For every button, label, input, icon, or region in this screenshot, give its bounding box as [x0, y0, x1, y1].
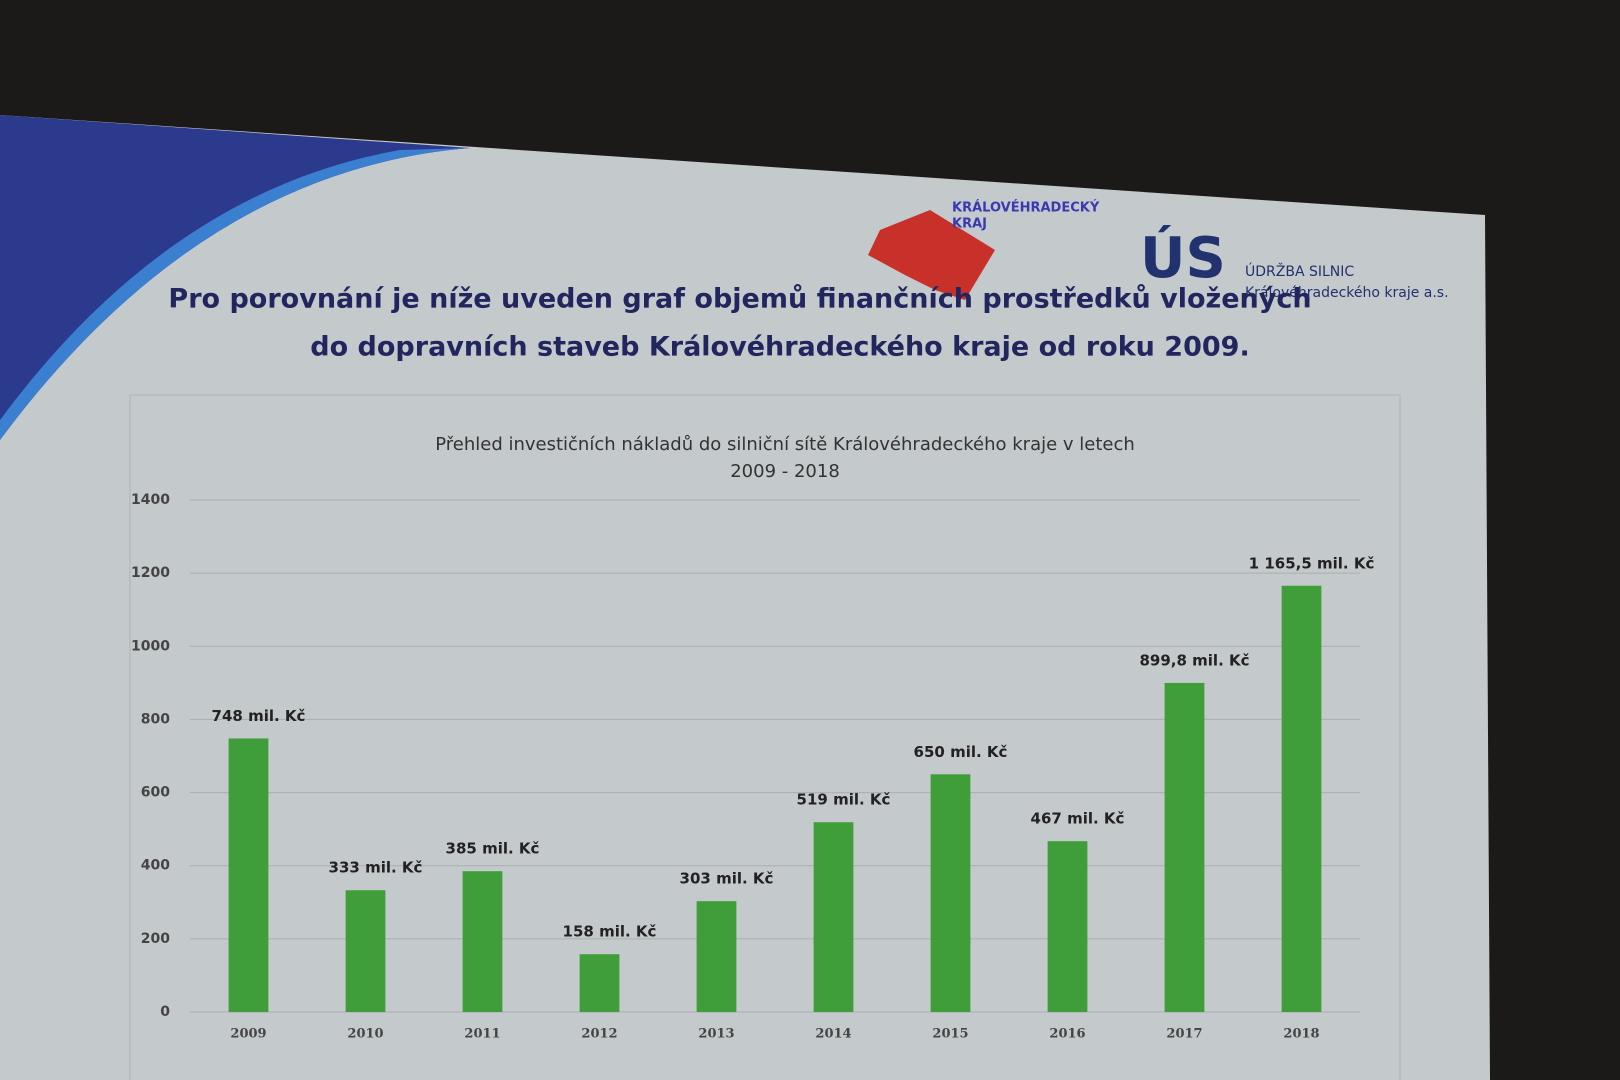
- us-logo-mark: ÚS: [1140, 226, 1226, 291]
- bar: [228, 738, 269, 1012]
- value-label: 333 mil. Kč: [329, 859, 423, 877]
- region-logo-shape: [868, 210, 995, 300]
- value-label: 385 mil. Kč: [446, 840, 540, 858]
- bar: [1281, 585, 1322, 1012]
- headline: do dopravních staveb Královéhradeckého k…: [310, 332, 1249, 363]
- y-tick-label: 400: [141, 858, 170, 874]
- chart-title: Přehled investičních nákladů do silniční…: [435, 434, 1135, 455]
- value-label: 519 mil. Kč: [797, 791, 891, 809]
- y-tick-label: 1000: [131, 638, 170, 654]
- value-label: 650 mil. Kč: [914, 743, 1008, 761]
- headline: Pro porovnání je níže uveden graf objemů…: [168, 284, 1311, 315]
- value-label: 158 mil. Kč: [563, 923, 657, 941]
- bar: [1164, 682, 1205, 1012]
- bar: [813, 822, 854, 1012]
- bar: [696, 901, 737, 1012]
- region-logo-text: KRÁLOVÉHRADECKÝ: [952, 200, 1100, 216]
- x-tick-label: 2016: [1049, 1027, 1085, 1042]
- region-logo-text: KRAJ: [952, 217, 987, 232]
- x-tick-label: 2015: [932, 1027, 968, 1042]
- value-label: 303 mil. Kč: [680, 870, 774, 888]
- bar: [579, 954, 620, 1012]
- x-tick-label: 2013: [698, 1027, 734, 1042]
- x-tick-label: 2009: [230, 1027, 266, 1042]
- value-label: 748 mil. Kč: [212, 707, 306, 725]
- y-tick-label: 1200: [131, 565, 170, 581]
- chart-title: 2009 - 2018: [730, 461, 840, 482]
- slide: [0, 115, 1490, 1080]
- bar: [1047, 841, 1088, 1012]
- x-tick-label: 2012: [581, 1027, 617, 1042]
- y-tick-label: 0: [160, 1004, 170, 1020]
- us-logo-text: ÚDRŽBA SILNIC: [1245, 262, 1354, 280]
- y-tick-label: 600: [141, 785, 170, 801]
- value-label: 467 mil. Kč: [1031, 810, 1125, 828]
- value-label: 1 165,5 mil. Kč: [1249, 554, 1375, 572]
- bar: [345, 890, 386, 1012]
- y-tick-label: 200: [141, 931, 170, 947]
- x-tick-label: 2010: [347, 1027, 383, 1042]
- x-tick-label: 2018: [1283, 1027, 1319, 1042]
- x-tick-label: 2011: [464, 1027, 500, 1042]
- y-tick-label: 1400: [131, 492, 170, 508]
- chart-frame: [129, 394, 1401, 1080]
- y-tick-label: 800: [141, 711, 170, 727]
- slide-arc: [0, 115, 470, 440]
- x-tick-label: 2014: [815, 1027, 851, 1042]
- bar: [462, 871, 503, 1012]
- x-tick-label: 2017: [1166, 1027, 1202, 1042]
- bar: [930, 774, 971, 1012]
- us-logo-text: Královéhradeckého kraje a.s.: [1245, 285, 1449, 301]
- value-label: 899,8 mil. Kč: [1139, 651, 1249, 669]
